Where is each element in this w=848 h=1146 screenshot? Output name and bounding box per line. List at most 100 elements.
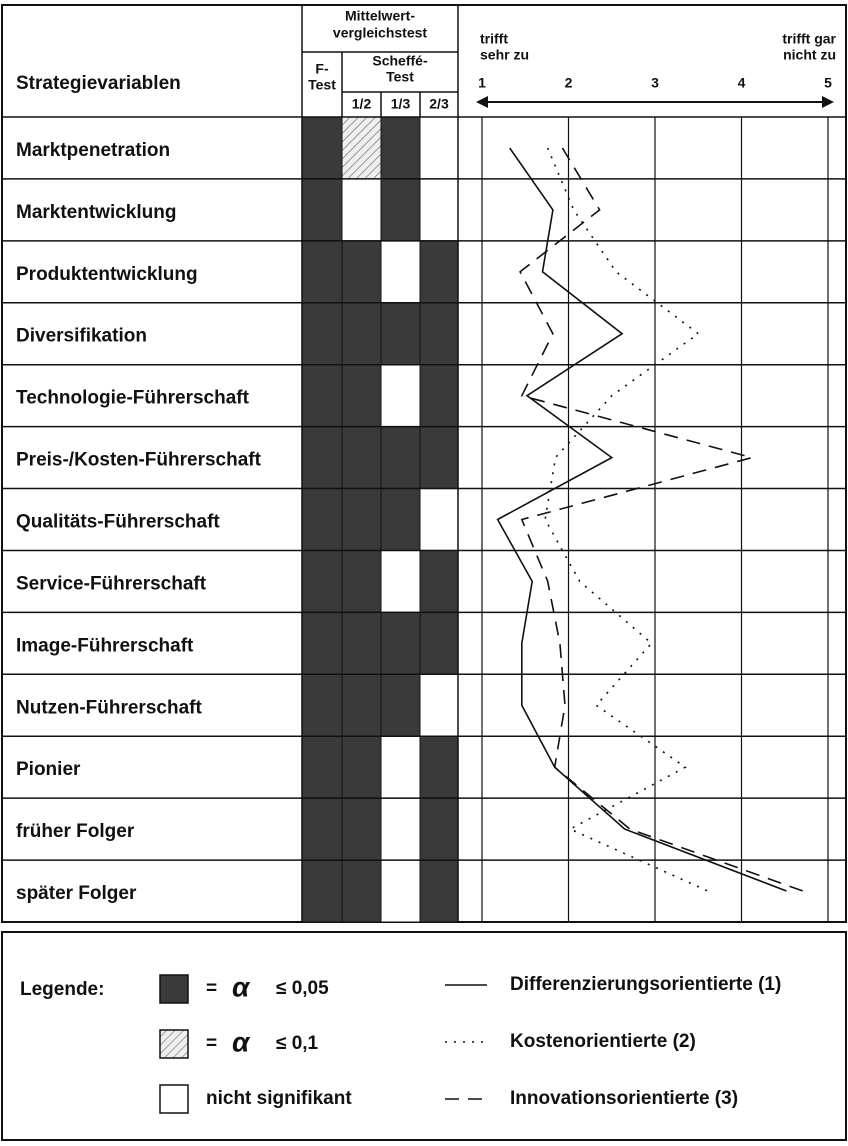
significance-cell <box>419 364 459 428</box>
significance-cell <box>341 549 382 613</box>
significance-cell <box>301 178 343 242</box>
row-label: Marktpenetration <box>16 140 170 161</box>
profile-line <box>519 147 804 892</box>
row-label: Diversifikation <box>16 326 147 347</box>
significance-cell <box>301 735 343 799</box>
significance-cell <box>380 673 421 737</box>
f-test-label: F- <box>315 61 329 77</box>
significance-cell <box>380 797 421 861</box>
significance-cell <box>419 797 459 861</box>
legend-swatch <box>159 1029 189 1059</box>
legend-label: Innovationsorientierte (3) <box>510 1088 738 1109</box>
legend-label: Differenzierungsorientierte (1) <box>510 974 781 995</box>
significance-cell <box>301 797 343 861</box>
legend-alpha: α <box>232 1026 251 1057</box>
significance-cell <box>341 735 382 799</box>
significance-cell <box>301 488 343 551</box>
significance-cell <box>301 549 343 613</box>
f-test-label: Test <box>308 77 336 93</box>
row-header: Strategievariablen <box>16 73 181 94</box>
legend-title: Legende: <box>20 979 104 1000</box>
row-label: früher Folger <box>16 821 135 842</box>
x-tick-label: 2 <box>565 75 573 91</box>
significance-cell <box>341 116 382 180</box>
profile-line <box>544 147 709 892</box>
significance-cell <box>301 364 343 428</box>
legend-eq: = <box>206 978 217 999</box>
significance-cell <box>419 178 459 242</box>
scheffe-label: Test <box>386 69 414 85</box>
test-title: vergleichstest <box>333 25 427 41</box>
significance-cell <box>380 240 421 304</box>
row-label: Pionier <box>16 759 81 780</box>
significance-cell <box>380 302 421 366</box>
legend-border <box>1 931 847 1141</box>
x-tick-label: 5 <box>824 75 832 91</box>
row-label: Marktentwicklung <box>16 202 176 223</box>
significance-cell <box>380 426 421 490</box>
row-label: Nutzen-Führerschaft <box>16 697 202 718</box>
pair-label: 1/2 <box>352 96 372 112</box>
scale-right: nicht zu <box>783 47 836 63</box>
scale-left: trifft <box>480 31 508 47</box>
row-label: später Folger <box>16 883 137 904</box>
significance-cell <box>419 488 459 551</box>
row-label: Produktentwicklung <box>16 264 198 285</box>
significance-cell <box>301 302 343 366</box>
scale-left: sehr zu <box>480 47 529 63</box>
significance-cell <box>341 611 382 675</box>
significance-cell <box>419 611 459 675</box>
row-label: Image-Führerschaft <box>16 635 194 656</box>
significance-cell <box>341 240 382 304</box>
legend-key: nicht signifikant <box>206 1088 352 1109</box>
test-title: Mittelwert- <box>345 8 415 24</box>
significance-cell <box>301 859 343 923</box>
scale-right: trifft gar <box>782 31 836 47</box>
x-tick-label: 3 <box>651 75 659 91</box>
significance-cell <box>341 178 382 242</box>
significance-cell <box>380 116 421 180</box>
legend-key: ≤ 0,1 <box>276 1033 319 1054</box>
row-label: Preis-/Kosten-Führerschaft <box>16 450 262 471</box>
significance-cell <box>419 426 459 490</box>
significance-cell <box>380 859 421 923</box>
significance-cell <box>419 859 459 923</box>
significance-cell <box>380 178 421 242</box>
significance-cell <box>380 488 421 551</box>
significance-cell <box>341 364 382 428</box>
significance-cell <box>301 426 343 490</box>
pair-label: 1/3 <box>391 96 411 112</box>
significance-cell <box>419 116 459 180</box>
row-label: Service-Führerschaft <box>16 573 207 594</box>
legend-key: ≤ 0,05 <box>276 978 329 999</box>
legend-swatch <box>159 1084 189 1114</box>
pair-label: 2/3 <box>429 96 449 112</box>
significance-cell <box>380 611 421 675</box>
legend-swatch <box>159 974 189 1004</box>
significance-cell <box>341 859 382 923</box>
significance-cell <box>341 673 382 737</box>
significance-cell <box>301 116 343 180</box>
significance-cell <box>341 797 382 861</box>
scheffe-label: Scheffé- <box>372 53 428 69</box>
significance-cell <box>301 673 343 737</box>
significance-cell <box>341 426 382 490</box>
significance-cell <box>341 488 382 551</box>
significance-cell <box>301 611 343 675</box>
significance-cell <box>380 549 421 613</box>
row-label: Technologie-Führerschaft <box>16 388 250 409</box>
significance-cell <box>419 549 459 613</box>
legend-alpha: α <box>232 971 251 1002</box>
significance-cell <box>380 735 421 799</box>
profile-line <box>496 147 787 892</box>
row-label: Qualitäts-Führerschaft <box>16 512 220 533</box>
significance-cell <box>419 673 459 737</box>
x-tick-label: 1 <box>478 75 486 91</box>
significance-cell <box>341 302 382 366</box>
legend-label: Kostenorientierte (2) <box>510 1031 696 1052</box>
x-tick-label: 4 <box>738 75 746 91</box>
legend-eq: = <box>206 1033 217 1054</box>
significance-cell <box>419 302 459 366</box>
significance-cell <box>419 735 459 799</box>
